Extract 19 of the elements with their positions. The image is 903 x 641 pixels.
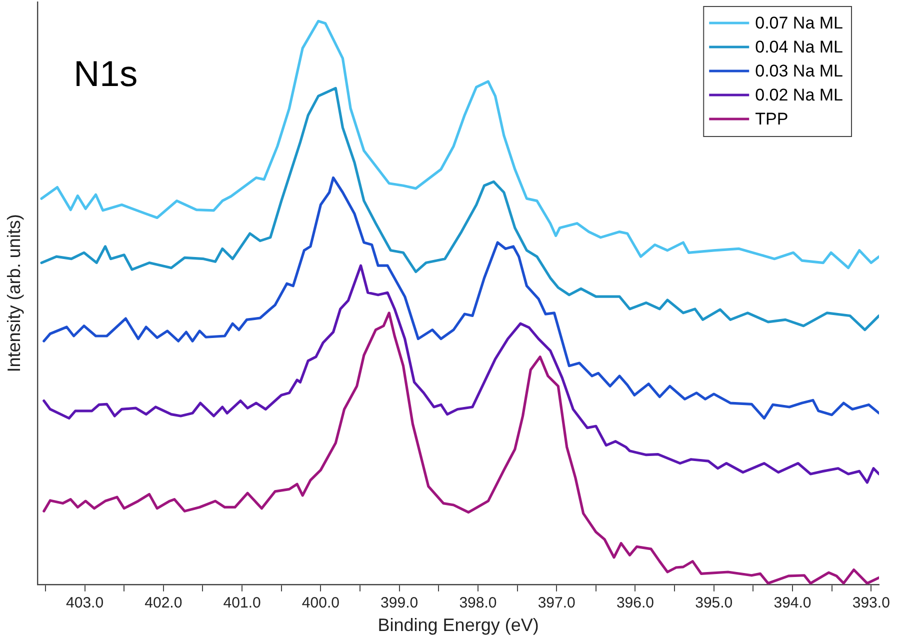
x-tick-label: 399.0 [380, 594, 418, 612]
y-axis-title: Intensity (arb. units) [4, 214, 24, 372]
x-tick-label: 401.0 [223, 594, 261, 612]
legend-label: 0.02 Na ML [755, 86, 844, 105]
text: N1s [74, 53, 138, 94]
x-tick-label: 394.0 [774, 594, 812, 612]
legend-label: 0.07 Na ML [755, 14, 844, 33]
legend-label: 0.03 Na ML [755, 62, 844, 81]
x-tick-label: 396.0 [616, 594, 654, 612]
legend-label: 0.04 Na ML [755, 38, 844, 57]
x-tick-label: 400.0 [302, 594, 340, 612]
x-tick-label: 397.0 [538, 594, 576, 612]
legend-label: TPP [755, 110, 788, 129]
x-tick-label: 393.0 [852, 594, 890, 612]
x-axis-title: Binding Energy (eV) [378, 615, 539, 636]
x-tick-label: 395.0 [695, 594, 733, 612]
x-tick-label: 403.0 [66, 594, 104, 612]
x-tick-label: 402.0 [144, 594, 182, 612]
x-tick-label: 398.0 [459, 594, 497, 612]
